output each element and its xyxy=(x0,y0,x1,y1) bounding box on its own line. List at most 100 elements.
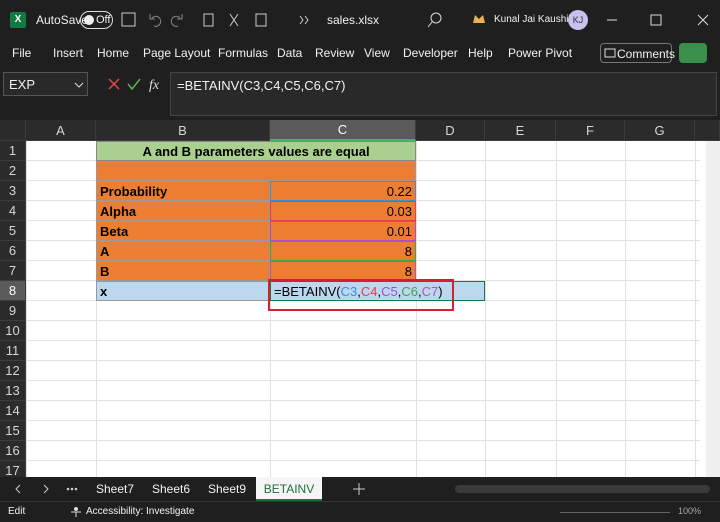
add-sheet[interactable] xyxy=(352,482,366,496)
copy-icon[interactable] xyxy=(203,13,214,27)
grid-line xyxy=(0,360,700,361)
autosave-toggle[interactable]: Off xyxy=(80,11,113,29)
next-sheet[interactable] xyxy=(43,484,49,494)
name-box[interactable]: EXP xyxy=(3,72,88,96)
menu-item[interactable]: Help xyxy=(468,46,493,60)
menu-item[interactable]: Data xyxy=(277,46,303,60)
grid-line xyxy=(0,420,700,421)
cut-icon[interactable] xyxy=(229,13,239,27)
menu-item[interactable]: View xyxy=(364,46,390,60)
toggle-state: Off xyxy=(96,14,111,26)
toggle-knob xyxy=(84,15,94,25)
menu-item[interactable]: Developer xyxy=(403,46,458,60)
formula-part: , xyxy=(357,283,361,299)
accessibility[interactable]: Accessibility: Investigate xyxy=(86,506,195,517)
row-header[interactable]: 15 xyxy=(0,421,26,441)
sheet-tab[interactable]: Sheet9 xyxy=(207,482,247,496)
search-icon[interactable] xyxy=(426,11,444,29)
menu-item[interactable]: Formulas xyxy=(218,46,269,60)
formula-part: ) xyxy=(438,283,443,299)
value-cell[interactable]: 0.03 xyxy=(270,201,416,221)
grid-line xyxy=(0,440,700,441)
value-cell[interactable]: 8 xyxy=(270,261,416,281)
user-avatar[interactable]: KJ xyxy=(568,10,588,30)
sheet-tab[interactable]: Sheet7 xyxy=(95,482,135,496)
menu-item[interactable]: Insert xyxy=(53,46,84,60)
editing-cell[interactable]: =BETAINV(C3, C4, C5, C6, C7) xyxy=(270,281,485,301)
file-name: sales.xlsx xyxy=(327,13,380,27)
column-header[interactable]: C xyxy=(270,120,416,141)
menu-item[interactable]: Power Pivot xyxy=(508,46,573,60)
value-cell[interactable]: 0.01 xyxy=(270,221,416,241)
column-header[interactable]: B xyxy=(96,120,270,141)
prev-sheet[interactable] xyxy=(15,484,21,494)
label-cell[interactable]: B xyxy=(96,261,270,281)
formula-buttons: fx xyxy=(108,78,160,93)
label-cell[interactable]: Probability xyxy=(96,181,270,201)
more-icon[interactable] xyxy=(299,15,309,25)
row-header[interactable]: 10 xyxy=(0,321,26,341)
column-header[interactable]: A xyxy=(26,120,96,141)
save-icon[interactable] xyxy=(121,12,136,27)
formula-part: , xyxy=(377,283,382,299)
row-header[interactable]: 5 xyxy=(0,221,26,241)
formula-text: =BETAINV(C3,C4,C5,C6,C7) xyxy=(177,78,346,93)
enter-button[interactable] xyxy=(127,78,141,91)
row-header[interactable]: 1 xyxy=(0,141,26,161)
zoom-slider[interactable] xyxy=(560,512,670,513)
comments-button[interactable]: Comments xyxy=(600,43,675,63)
row-header[interactable]: 13 xyxy=(0,381,26,401)
column-header[interactable]: G xyxy=(625,120,695,141)
row-header[interactable]: 7 xyxy=(0,261,26,281)
label-cell[interactable]: x xyxy=(96,281,270,301)
row-header[interactable]: 2 xyxy=(0,161,26,181)
row-header[interactable]: 3 xyxy=(0,181,26,201)
name-box-value: EXP xyxy=(9,77,36,92)
column-header[interactable]: F xyxy=(556,120,625,141)
redo-icon[interactable] xyxy=(170,14,183,27)
undo-icon[interactable] xyxy=(149,14,162,27)
formula-part: , xyxy=(417,283,422,299)
row-header[interactable]: 16 xyxy=(0,441,26,461)
sheet-tab[interactable]: Sheet6 xyxy=(151,482,191,496)
value-cell[interactable]: 8 xyxy=(270,241,416,261)
formula-input[interactable]: =BETAINV(C3,C4,C5,C6,C7) xyxy=(170,72,717,116)
function-button[interactable]: fx xyxy=(149,78,160,93)
corner[interactable] xyxy=(0,120,26,141)
vertical-scrollbar[interactable] xyxy=(706,141,720,480)
share-button[interactable] xyxy=(679,43,707,63)
menu-item[interactable]: File xyxy=(12,46,32,60)
column-header[interactable]: E xyxy=(485,120,556,141)
label-cell[interactable]: Alpha xyxy=(96,201,270,221)
row-header[interactable]: 4 xyxy=(0,201,26,221)
row-header[interactable]: 8 xyxy=(0,281,26,301)
user-name: Kunal Jai Kaushik xyxy=(494,14,574,25)
label-cell[interactable]: Beta xyxy=(96,221,270,241)
more-sheets[interactable] xyxy=(66,487,78,491)
row-header[interactable]: 14 xyxy=(0,401,26,421)
autosave-label: AutoSave xyxy=(36,13,89,27)
maximize[interactable] xyxy=(650,14,662,26)
menu-item[interactable]: Review xyxy=(315,46,355,60)
paste-icon[interactable] xyxy=(255,13,267,27)
horizontal-scrollbar[interactable] xyxy=(455,485,710,493)
formula-part: C5 xyxy=(381,283,398,299)
cancel-button[interactable] xyxy=(108,78,120,90)
menu-item[interactable]: Home xyxy=(97,46,130,60)
row-header[interactable]: 9 xyxy=(0,301,26,321)
close[interactable] xyxy=(697,14,709,26)
row-header[interactable]: 17 xyxy=(0,461,26,480)
grid-line xyxy=(0,460,700,461)
row-header[interactable]: 12 xyxy=(0,361,26,381)
heading-cell: A and B parameters values are equal xyxy=(96,141,416,161)
row-header[interactable]: 11 xyxy=(0,341,26,361)
formula-area: EXP fx =BETAINV(C3,C4,C5,C6,C7) xyxy=(0,68,720,120)
label-cell[interactable]: A xyxy=(96,241,270,261)
column-header[interactable]: D xyxy=(416,120,485,141)
row-header[interactable]: 6 xyxy=(0,241,26,261)
value-cell[interactable]: 0.22 xyxy=(270,181,416,201)
menu-item[interactable]: Page Layout xyxy=(143,46,211,60)
zoom-level: 100% xyxy=(678,506,702,516)
sheet-tab[interactable]: BETAINV xyxy=(256,477,322,501)
